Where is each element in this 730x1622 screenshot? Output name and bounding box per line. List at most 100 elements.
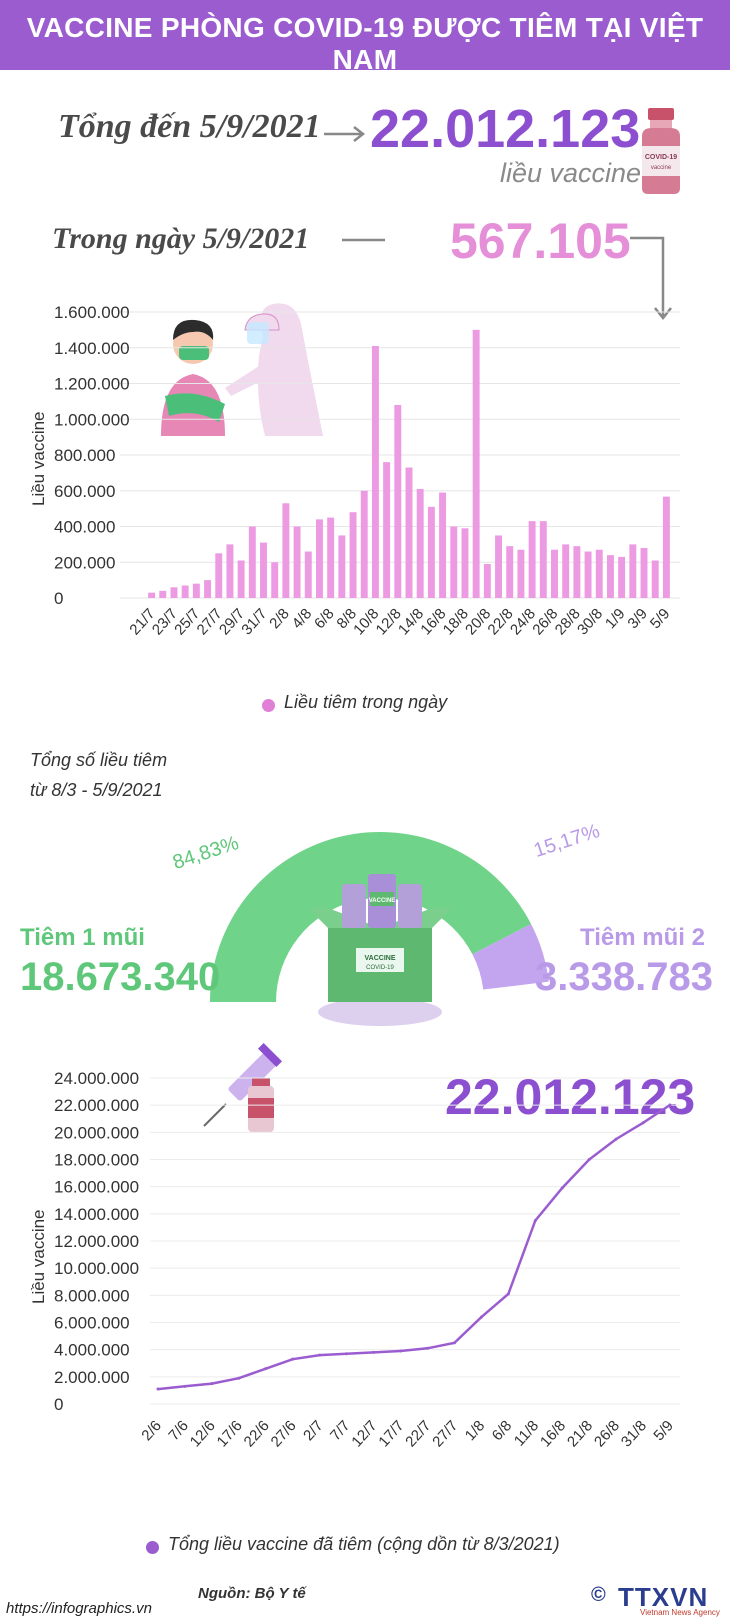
footer-url[interactable]: https://infographics.vn xyxy=(6,1600,152,1617)
legend-dot-daily xyxy=(262,699,275,712)
dose2-value: 3.338.783 xyxy=(535,955,713,999)
daily-bar xyxy=(573,546,581,598)
line-y-tick-label: 10.000.000 xyxy=(54,1259,139,1278)
bar-y-tick-label: 600.000 xyxy=(54,482,115,501)
arrow-down-icon xyxy=(630,236,672,321)
daily-bar xyxy=(226,544,234,598)
legend-daily: Liều tiêm trong ngày xyxy=(284,692,448,712)
total-value: 22.012.123 xyxy=(370,99,641,159)
cumulative-point xyxy=(533,1219,537,1223)
cumulative-point xyxy=(452,1341,456,1345)
daily-bar xyxy=(495,535,503,598)
daily-bar xyxy=(293,526,301,598)
cumulative-point xyxy=(210,1382,214,1386)
daily-bar xyxy=(427,506,435,598)
page-title: VACCINE PHÒNG COVID-19 ĐƯỢC TIÊM TẠI VIỆ… xyxy=(26,12,704,75)
line-x-tick-label: 17/6 xyxy=(214,1417,246,1450)
line-x-tick-label: 6/8 xyxy=(489,1417,516,1444)
line-y-tick-label: 4.000.000 xyxy=(54,1341,130,1360)
header-banner xyxy=(0,0,730,70)
cumulative-line-chart: 0 2.000.000 4.000.000 6.000.000 8.000.000 10.… xyxy=(29,1069,680,1450)
box-sub-label: COVID-19 xyxy=(366,965,394,971)
bar-x-tick-label: 3/9 xyxy=(624,605,651,632)
daily-bar xyxy=(517,549,525,598)
daily-bar xyxy=(618,556,626,598)
daily-bar xyxy=(148,592,156,598)
vaccine-vial-small-icon xyxy=(248,1078,274,1132)
dose2-label: Tiêm mũi 2 xyxy=(580,924,705,951)
bar-y-tick-label: 400.000 xyxy=(54,518,115,537)
daily-bar xyxy=(472,329,480,598)
arrow-right-icon xyxy=(324,126,366,142)
cumulative-series-line xyxy=(157,1103,671,1391)
daily-bar xyxy=(338,535,346,598)
line-y-tick-label: 16.000.000 xyxy=(54,1178,139,1197)
bar-y-tick-label: 0 xyxy=(54,589,63,608)
syringe-icon xyxy=(203,1042,283,1127)
line-y-tick-label: 2.000.000 xyxy=(54,1368,130,1387)
daily-bar xyxy=(260,542,267,598)
daily-bar xyxy=(383,462,391,598)
cumulative-point xyxy=(183,1384,187,1388)
bar-y-tick-label: 800.000 xyxy=(54,446,115,465)
vial-label: COVID-19 xyxy=(645,154,677,161)
line-y-tick-label: 18.000.000 xyxy=(54,1151,139,1170)
line-y-tick-label: 12.000.000 xyxy=(54,1232,139,1251)
bar-x-tick-label: 4/8 xyxy=(289,605,316,632)
cumulative-point xyxy=(641,1121,645,1125)
dose-half-donut: VACCINE COVID-19 VACCINE xyxy=(210,832,549,1026)
daily-bar xyxy=(181,585,189,598)
line-x-tick-label: 31/8 xyxy=(618,1417,650,1450)
line-x-tick-label: 11/8 xyxy=(511,1417,542,1449)
daily-bar xyxy=(450,526,458,598)
bar-x-tick-label: 31/7 xyxy=(238,605,270,638)
cumulative-point xyxy=(237,1376,241,1380)
dose1-label: Tiêm 1 mũi xyxy=(20,924,145,951)
line-y-tick-label: 8.000.000 xyxy=(54,1286,130,1305)
daily-bar xyxy=(215,553,223,598)
daily-bar xyxy=(237,560,245,598)
cumulative-point xyxy=(372,1350,376,1354)
daily-bar xyxy=(528,521,536,598)
donut-slice-dose2 xyxy=(472,924,549,990)
line-y-tick-label: 0 xyxy=(54,1395,63,1414)
daily-bar xyxy=(416,488,424,598)
cumulative-point xyxy=(479,1315,483,1319)
bar-y-axis-label: Liều vaccine xyxy=(29,411,48,506)
line-x-tick-label: 21/8 xyxy=(564,1417,596,1450)
daily-bar xyxy=(405,467,413,598)
daily-bar xyxy=(595,549,603,598)
legend-cumulative: Tổng liều vaccine đã tiêm (cộng dồn từ 8… xyxy=(168,1534,560,1554)
bar-x-tick-label: 5/9 xyxy=(647,605,674,632)
line-y-tick-label: 6.000.000 xyxy=(54,1314,130,1333)
line-x-tick-label: 5/9 xyxy=(650,1417,677,1444)
daily-bar xyxy=(539,521,547,598)
bar-y-tick-label: 1.000.000 xyxy=(54,410,130,429)
day-value: 567.105 xyxy=(450,213,631,269)
bar-y-tick-label: 1.200.000 xyxy=(54,375,130,394)
line-x-tick-label: 1/8 xyxy=(462,1417,489,1444)
daily-bar xyxy=(282,503,290,598)
line-y-tick-label: 22.000.000 xyxy=(54,1096,139,1115)
daily-bar xyxy=(606,555,614,598)
cumulative-point xyxy=(291,1357,295,1361)
daily-bar xyxy=(662,496,670,598)
bar-y-tick-label: 1.600.000 xyxy=(54,303,130,322)
line-x-tick-label: 22/7 xyxy=(402,1417,434,1450)
line-y-tick-label: 14.000.000 xyxy=(54,1205,139,1224)
line-x-tick-label: 22/6 xyxy=(241,1417,273,1450)
bar-x-tick-label: 1/9 xyxy=(602,605,629,632)
cumulative-point xyxy=(425,1346,429,1350)
cumulative-point xyxy=(560,1186,564,1190)
daily-bar xyxy=(271,562,279,598)
bar-y-tick-label: 1.400.000 xyxy=(54,339,130,358)
day-label: Trong ngày 5/9/2021 xyxy=(52,222,310,255)
cumulative-point xyxy=(506,1292,510,1296)
line-x-tick-label: 16/8 xyxy=(537,1417,569,1450)
bar-x-tick-label: 30/8 xyxy=(574,605,606,638)
donut-title-line2: từ 8/3 - 5/9/2021 xyxy=(30,780,163,800)
line-x-tick-label: 27/7 xyxy=(429,1417,461,1450)
cumulative-point xyxy=(156,1387,160,1391)
daily-bar xyxy=(248,526,256,598)
logo-subtitle: Vietnam News Agency xyxy=(640,1608,720,1617)
